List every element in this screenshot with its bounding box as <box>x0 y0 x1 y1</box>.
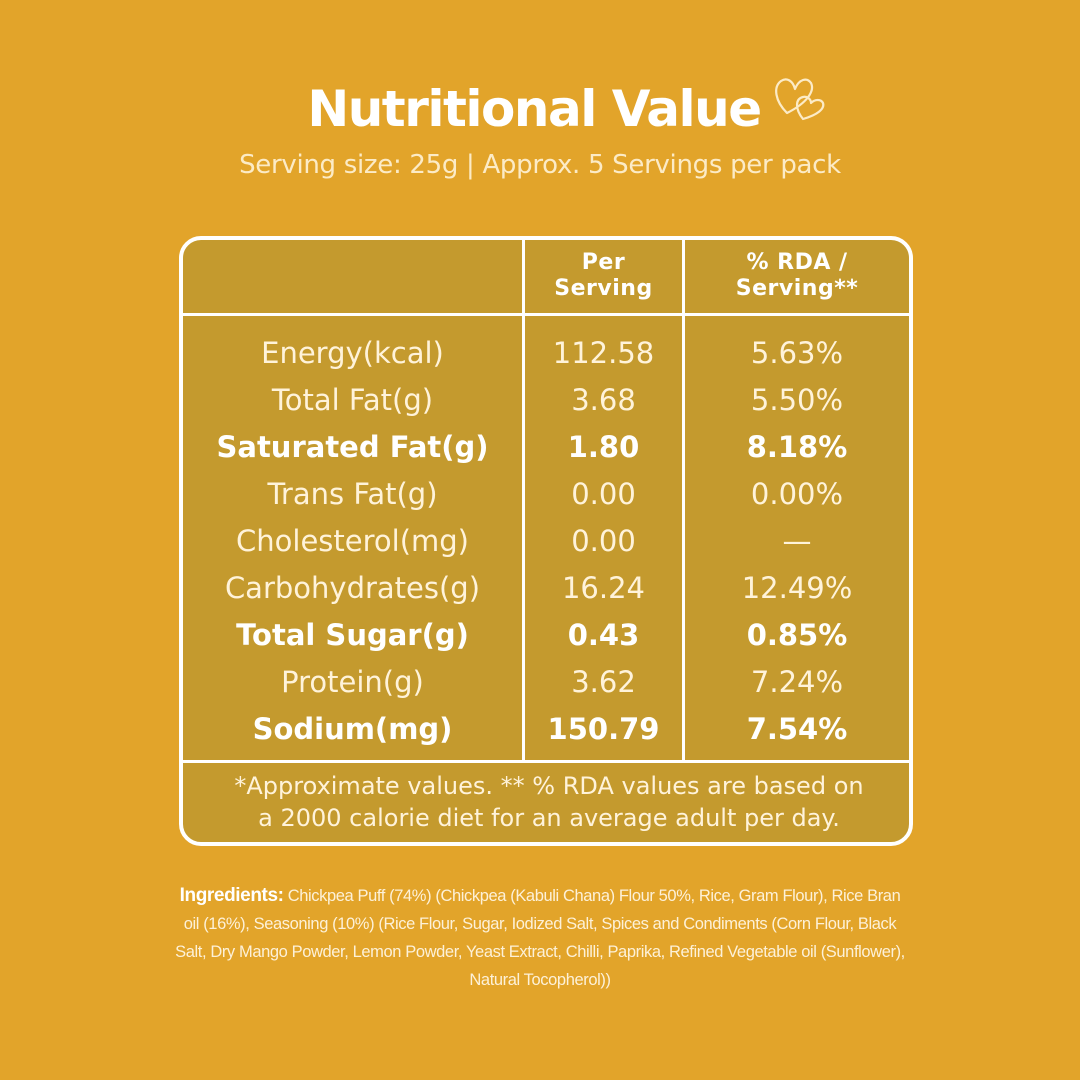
table-row: Total Fat(g) 3.68 5.50% <box>183 377 909 424</box>
header-per-serving: Per Serving <box>554 250 653 301</box>
table-row: Trans Fat(g) 0.00 0.00% <box>183 471 909 518</box>
per-serving-value: 0.43 <box>567 618 640 652</box>
table-row: Saturated Fat(g) 1.80 8.18% <box>183 424 909 471</box>
nutrient-name: Protein(g) <box>281 665 424 699</box>
column-divider <box>682 240 685 763</box>
rda-value: 5.63% <box>750 336 844 370</box>
nutrient-name: Sodium(mg) <box>252 712 453 746</box>
per-serving-value: 112.58 <box>552 336 655 370</box>
nutrient-name: Trans Fat(g) <box>267 477 438 511</box>
nutrient-name: Carbohydrates(g) <box>224 571 481 605</box>
ingredients: Ingredients: Chickpea Puff (74%) (Chickp… <box>170 882 910 994</box>
rda-value: — <box>782 524 812 558</box>
per-serving-value: 3.68 <box>571 383 636 417</box>
rda-value: 12.49% <box>741 571 853 605</box>
rda-value: 0.00% <box>750 477 844 511</box>
table-row: Carbohydrates(g) 16.24 12.49% <box>183 565 909 612</box>
table-row: Sodium(mg) 150.79 7.54% <box>183 706 909 753</box>
hearts-icon <box>774 78 825 121</box>
page-title: Nutritional Value <box>307 80 762 138</box>
header-divider <box>183 313 909 316</box>
ingredients-label: Ingredients: <box>179 885 284 906</box>
per-serving-value: 150.79 <box>547 712 660 746</box>
table-row: Total Sugar(g) 0.43 0.85% <box>183 612 909 659</box>
footer-divider <box>183 760 909 763</box>
rda-value: 0.85% <box>746 618 848 652</box>
table-row: Cholesterol(mg) 0.00 — <box>183 518 909 565</box>
footnote: *Approximate values. ** % RDA values are… <box>234 772 864 832</box>
nutrient-name: Cholesterol(mg) <box>236 524 469 558</box>
per-serving-value: 3.62 <box>571 665 636 699</box>
rda-value: 7.54% <box>746 712 848 746</box>
ingredients-text: Chickpea Puff (74%) (Chickpea (Kabuli Ch… <box>175 887 905 989</box>
nutrient-name: Total Fat(g) <box>271 383 434 417</box>
per-serving-value: 16.24 <box>561 571 646 605</box>
rda-value: 8.18% <box>746 430 848 464</box>
serving-info: Serving size: 25g | Approx. 5 Servings p… <box>239 150 841 180</box>
per-serving-value: 1.80 <box>567 430 640 464</box>
nutrient-name: Total Sugar(g) <box>236 618 469 652</box>
column-divider <box>522 240 525 763</box>
header-rda: % RDA / Serving** <box>735 250 859 301</box>
per-serving-value: 0.00 <box>571 477 636 511</box>
nutrient-name: Saturated Fat(g) <box>216 430 489 464</box>
table-row: Energy(kcal) 112.58 5.63% <box>183 330 909 377</box>
rda-value: 5.50% <box>750 383 844 417</box>
rda-value: 7.24% <box>750 665 844 699</box>
nutrient-name: Energy(kcal) <box>261 336 444 370</box>
per-serving-value: 0.00 <box>571 524 636 558</box>
title-row: Nutritional Value <box>0 78 1080 138</box>
table-row: Protein(g) 3.62 7.24% <box>183 659 909 706</box>
nutrition-table: Per Serving % RDA / Serving** Energy(kca… <box>179 236 913 846</box>
